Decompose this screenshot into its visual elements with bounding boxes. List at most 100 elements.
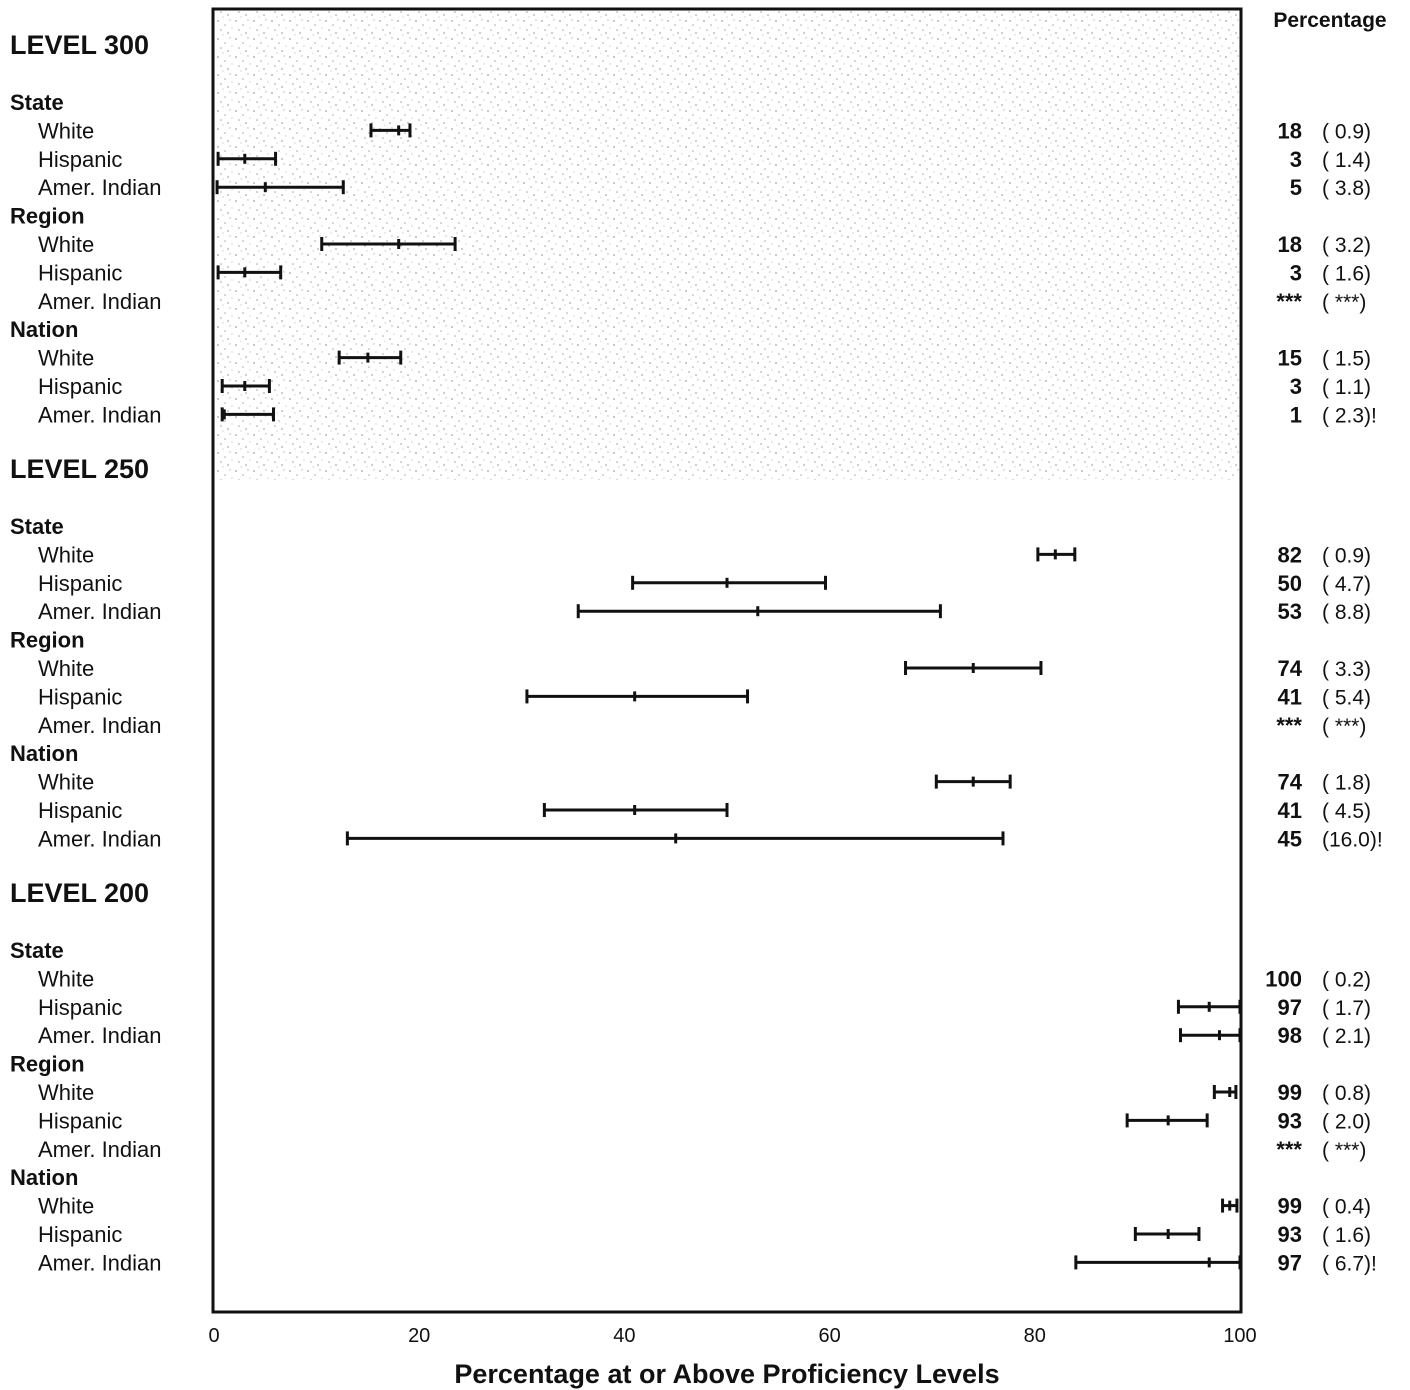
row-label: White [38,656,94,681]
standard-error: ( 4.5) [1322,800,1371,823]
group-label: State [10,90,64,115]
standard-error: (16.0)! [1322,828,1383,851]
row-label: Amer. Indian [38,713,162,738]
x-axis-title: Percentage at or Above Proficiency Level… [454,1359,999,1389]
percentage-value: 5 [1290,175,1302,200]
row-label: White [38,542,94,567]
level-label: LEVEL 250 [10,454,149,484]
level-label: LEVEL 200 [10,878,149,908]
standard-error: ( ***) [1322,715,1366,738]
x-tick-label: 40 [613,1325,635,1347]
plot-frame [211,7,1243,1314]
percentage-value: *** [1276,1137,1302,1162]
percentage-value: 18 [1278,232,1302,257]
percentage-value: 99 [1278,1080,1302,1105]
standard-error: ( 1.8) [1322,772,1371,795]
percentage-value: 18 [1278,118,1302,143]
standard-error: ( 3.3) [1322,658,1371,681]
x-tick-label: 100 [1223,1325,1256,1347]
row-label: Hispanic [38,374,122,399]
standard-error: ( 0.2) [1322,968,1371,991]
row-label: Hispanic [38,1222,122,1247]
group-label: State [10,514,64,539]
percentage-value: 3 [1290,147,1302,172]
row-label: White [38,770,94,795]
row-label: White [38,118,94,143]
percentage-value: 3 [1290,260,1302,285]
percentage-value: 50 [1278,571,1302,596]
percentage-value: 41 [1278,684,1302,709]
standard-error: ( 3.8) [1322,177,1371,200]
percentage-value: 99 [1278,1194,1302,1219]
standard-error: ( 0.9) [1322,120,1371,143]
row-label: Hispanic [38,1108,122,1133]
group-label: Nation [10,741,78,766]
percentage-value: 45 [1278,826,1302,851]
standard-error: ( 1.1) [1322,376,1371,399]
row-label: White [38,1080,94,1105]
standard-error: ( ***) [1322,1139,1366,1162]
percentage-value: 3 [1290,374,1302,399]
row-label: Amer. Indian [38,289,162,314]
row-label: Amer. Indian [38,826,162,851]
row-label: Hispanic [38,147,122,172]
percentage-value: 41 [1278,798,1302,823]
level-label: LEVEL 300 [10,30,149,60]
percentage-value: *** [1276,289,1302,314]
row-label: White [38,232,94,257]
standard-error: ( 4.7) [1322,573,1371,596]
x-tick-label: 60 [818,1325,840,1347]
standard-error: ( 8.8) [1322,601,1371,624]
row-label: Hispanic [38,571,122,596]
standard-error: ( 1.4) [1322,149,1371,172]
standard-error: ( 5.4) [1322,686,1371,709]
percentage-value: 74 [1278,656,1303,681]
row-label: Amer. Indian [38,175,162,200]
standard-error: ( 1.5) [1322,348,1371,371]
row-label: Hispanic [38,260,122,285]
group-label: State [10,938,64,963]
percentage-value: 97 [1278,995,1302,1020]
percentage-value: 15 [1278,346,1302,371]
x-tick-label: 0 [208,1325,219,1347]
group-label: Region [10,628,85,653]
percentage-value: 97 [1278,1250,1302,1275]
row-label: Hispanic [38,995,122,1020]
standard-error: ( 2.0) [1322,1110,1371,1133]
standard-error: ( 2.3)! [1322,404,1377,427]
standard-error: ( 0.4) [1322,1196,1371,1219]
standard-error: ( 3.2) [1322,234,1371,257]
standard-error: ( 1.6) [1322,1224,1371,1247]
row-label: Amer. Indian [38,402,162,427]
row-label: Amer. Indian [38,1250,162,1275]
row-label: White [38,346,94,371]
row-label: Hispanic [38,684,122,709]
x-tick-label: 80 [1024,1325,1046,1347]
standard-error: ( 1.7) [1322,997,1371,1020]
standard-error: ( 2.1) [1322,1025,1371,1048]
standard-error: ( 6.7)! [1322,1252,1377,1275]
row-label: White [38,966,94,991]
chart-marks [215,123,1242,1270]
row-label: Amer. Indian [38,1137,162,1162]
row-label: White [38,1194,94,1219]
group-label: Region [10,1052,85,1077]
percentage-value: *** [1276,713,1302,738]
group-label: Nation [10,1165,78,1190]
group-label: Nation [10,317,78,342]
percentage-value: 74 [1278,770,1303,795]
standard-error: ( 0.9) [1322,544,1371,567]
standard-error: ( 0.8) [1322,1082,1371,1105]
percentage-value: 1 [1290,402,1302,427]
row-label: Hispanic [38,798,122,823]
standard-error: ( 1.6) [1322,262,1371,285]
row-label: Amer. Indian [38,599,162,624]
x-tick-label: 20 [408,1325,430,1347]
percentage-column-header: Percentage [1273,9,1386,32]
percentage-value: 93 [1278,1222,1302,1247]
group-label: Region [10,204,85,229]
percentage-value: 100 [1265,966,1302,991]
percentage-value: 82 [1278,542,1302,567]
percentage-value: 93 [1278,1108,1302,1133]
row-label: Amer. Indian [38,1023,162,1048]
